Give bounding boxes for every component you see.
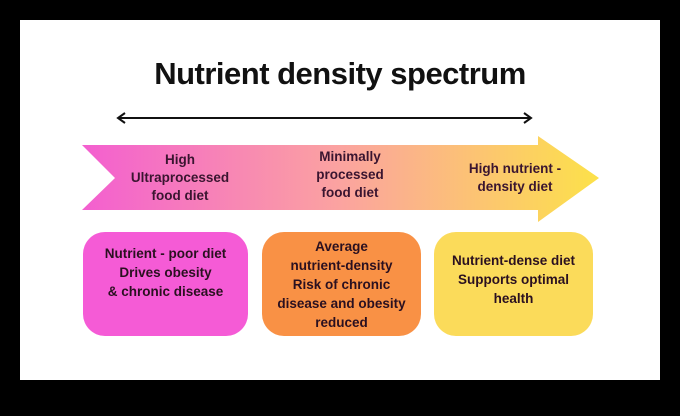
box-line: nutrient-density (290, 257, 393, 273)
box-line: Nutrient - poor diet (104, 246, 227, 261)
label-line: High nutrient - (468, 161, 562, 176)
box-line: health (493, 291, 534, 306)
double-headed-arrow (116, 112, 533, 124)
box-line: Supports optimal (457, 272, 569, 287)
label-line: food diet (151, 188, 209, 203)
arrow-label-high-nutrient-density: High nutrient - density diet (440, 160, 590, 196)
box-line: & chronic disease (107, 284, 224, 299)
box-line: Risk of chronic (292, 276, 391, 292)
page-title: Nutrient density spectrum (154, 56, 526, 91)
arrow-label-ultraprocessed: High Ultraprocessed food diet (110, 151, 250, 205)
label-line: High (165, 152, 195, 167)
arrow-label-minimally-processed: Minimally processed food diet (280, 148, 420, 202)
box-nutrient-poor: Nutrient - poor diet Drives obesity & ch… (83, 232, 248, 336)
box-line: Drives obesity (119, 265, 212, 280)
label-line: Minimally (319, 149, 381, 164)
box-nutrient-dense: Nutrient-dense diet Supports optimal hea… (434, 232, 593, 336)
box-line: Nutrient-dense diet (451, 253, 575, 268)
label-line: Ultraprocessed (130, 170, 230, 185)
label-line: density diet (477, 179, 553, 194)
label-line: food diet (321, 185, 379, 200)
box-average-nutrient-density: Average nutrient-density Risk of chronic… (262, 232, 421, 336)
spectrum-arrow (82, 136, 599, 222)
label-line: processed (316, 167, 384, 182)
box-line: reduced (315, 314, 368, 330)
box-line: Average (315, 238, 368, 254)
box-line: disease and obesity (277, 295, 406, 311)
